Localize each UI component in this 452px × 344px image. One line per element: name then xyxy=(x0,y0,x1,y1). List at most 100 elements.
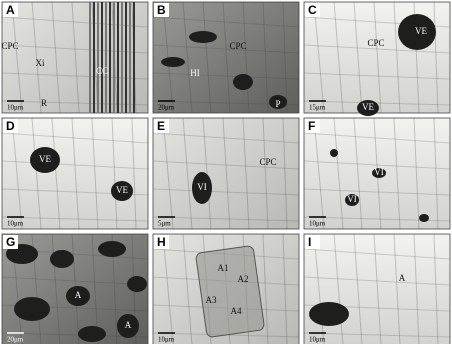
panel: E CPC VI 5μm xyxy=(152,117,300,230)
scale-label: 20μm xyxy=(7,336,24,344)
dark-body xyxy=(117,314,139,338)
structure-label: VI xyxy=(347,194,357,204)
dark-body xyxy=(30,147,60,173)
dark-body xyxy=(357,100,379,116)
dark-body xyxy=(330,149,338,157)
cell-wall xyxy=(303,188,451,196)
cell-wall xyxy=(111,117,118,230)
cell-wall xyxy=(313,1,325,114)
cell-wall xyxy=(152,72,300,80)
panel: G A A 20μm xyxy=(1,233,149,344)
cell-wall xyxy=(333,1,344,114)
cell-wall xyxy=(303,276,451,286)
cell-wall xyxy=(162,117,174,230)
cell-wall xyxy=(71,1,80,114)
panel-letter: A xyxy=(6,3,15,17)
structure-label: VI xyxy=(197,182,207,192)
panel: I A 10μm xyxy=(303,233,451,344)
cell-wall xyxy=(313,233,325,344)
cell-wall xyxy=(433,117,439,230)
dark-body xyxy=(398,14,436,50)
structure-label: VE xyxy=(415,26,427,36)
cell-wall xyxy=(1,132,149,144)
panel-image xyxy=(1,1,149,114)
structure-label: CPC xyxy=(229,41,246,51)
cell-wall xyxy=(91,117,99,230)
cell-wall xyxy=(353,117,363,230)
dark-body xyxy=(309,302,349,326)
panel: C CPC VE VE 15μm xyxy=(303,1,451,116)
cell-wall xyxy=(282,233,288,344)
cell-wall xyxy=(152,44,300,54)
structure-label: A xyxy=(75,290,82,300)
cell-wall xyxy=(131,117,137,230)
cell-wall xyxy=(51,233,61,344)
scale-label: 10μm xyxy=(309,220,326,228)
structure-label: CC xyxy=(96,66,108,76)
cell-wall xyxy=(413,117,420,230)
scale-label: 15μm xyxy=(309,104,326,112)
letter-box xyxy=(305,235,320,249)
cell-wall xyxy=(373,1,382,114)
cell-wall xyxy=(202,117,212,230)
dark-body xyxy=(189,31,217,43)
cell xyxy=(195,245,265,338)
dark-body xyxy=(111,181,133,201)
structure-label: A4 xyxy=(231,306,242,316)
panel: H A1 A2 A3 A4 10μm xyxy=(152,233,300,344)
cell-wall xyxy=(162,233,174,344)
letter-box xyxy=(3,235,18,249)
structure-label: CPC xyxy=(367,38,384,48)
cell-wall xyxy=(31,1,42,114)
cell-wall xyxy=(303,248,451,260)
panel-letter: B xyxy=(157,3,166,17)
cell-wall xyxy=(152,188,300,196)
cell-wall xyxy=(71,117,80,230)
cell-wall xyxy=(262,233,269,344)
cell-wall xyxy=(1,44,149,54)
cell-wall xyxy=(11,1,23,114)
structure-label: VE xyxy=(116,185,128,195)
panel-letter: H xyxy=(157,235,166,249)
cell-wall xyxy=(1,276,149,286)
cell-wall xyxy=(262,1,269,114)
cell-wall xyxy=(152,216,300,222)
letter-box xyxy=(305,119,320,133)
structure-label: A3 xyxy=(206,295,217,305)
dark-body xyxy=(233,74,253,90)
dark-body xyxy=(14,297,50,321)
cell-wall xyxy=(152,160,300,170)
structure-label: R xyxy=(41,98,47,108)
dark-body xyxy=(372,168,386,178)
structure-label: CPC xyxy=(259,157,276,167)
dark-body xyxy=(78,326,106,342)
cell-wall xyxy=(373,233,382,344)
panel-letter: E xyxy=(157,119,165,133)
cell-wall xyxy=(393,233,401,344)
cell-wall xyxy=(182,233,193,344)
cell-wall xyxy=(303,132,451,144)
panel: B CPC HI P 20μm xyxy=(152,1,300,114)
cell-wall xyxy=(303,72,451,80)
cell-wall xyxy=(282,117,288,230)
panel: A CPC Xi CC R 10μm xyxy=(1,1,149,114)
cell-wall xyxy=(1,100,149,106)
letter-box xyxy=(3,119,18,133)
dark-body xyxy=(66,286,90,306)
dark-body xyxy=(50,250,74,268)
cell-wall xyxy=(353,1,363,114)
cell-wall xyxy=(303,160,451,170)
cell-wall xyxy=(1,160,149,170)
letter-box xyxy=(154,119,169,133)
scale-label: 10μm xyxy=(7,220,24,228)
scale-label: 10μm xyxy=(7,104,24,112)
dark-body xyxy=(161,57,185,67)
panel-letter: I xyxy=(308,235,311,249)
cell-wall xyxy=(202,1,212,114)
cell-wall xyxy=(353,233,363,344)
dark-body xyxy=(98,241,126,257)
scale-label: 10μm xyxy=(158,336,175,344)
structure-label: HI xyxy=(190,68,200,78)
cell-wall xyxy=(222,1,231,114)
